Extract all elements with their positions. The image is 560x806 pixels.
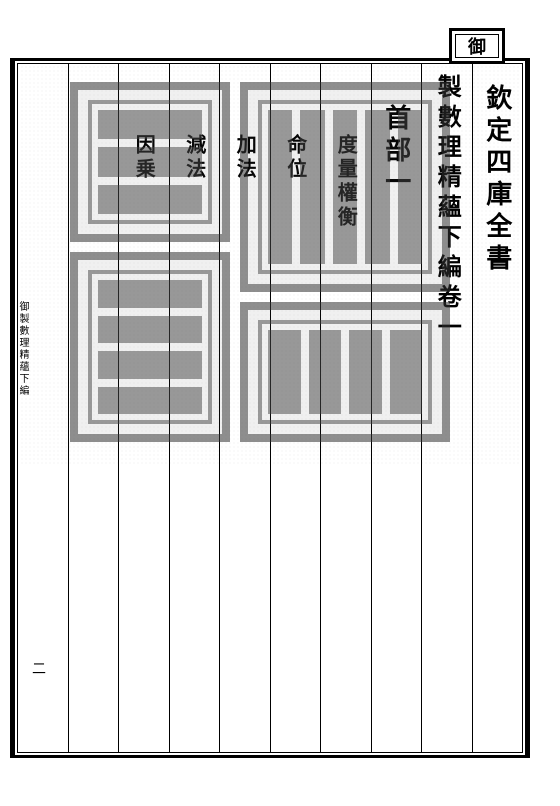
book-spine: 御製數理精蘊下編 二: [10, 58, 26, 758]
page-number: 二: [27, 661, 47, 675]
col-text: 加法: [230, 134, 259, 182]
col-6: 加法: [219, 64, 270, 752]
col-text: 首部一: [378, 104, 415, 200]
col-3: 首部一: [371, 64, 422, 752]
col-text: 命位: [281, 134, 310, 182]
text-columns: 欽定四庫全書 製數理精蘊下編卷一 首部一 度量權衡 命位 加法 減法 因乗: [18, 64, 522, 752]
col-text: 度量權衡: [331, 134, 360, 230]
page-frame: 欽定四庫全書 製數理精蘊下編卷一 首部一 度量權衡 命位 加法 減法 因乗: [12, 58, 530, 758]
col-text: 減法: [180, 134, 209, 182]
col-text: 欽定四庫全書: [479, 84, 516, 276]
spine-title: 御製數理精蘊下編: [15, 301, 30, 397]
inner-frame: 欽定四庫全書 製數理精蘊下編卷一 首部一 度量權衡 命位 加法 減法 因乗: [17, 63, 523, 753]
col-4: 度量權衡: [320, 64, 371, 752]
col-text: 因乗: [129, 134, 158, 182]
col-7: 減法: [169, 64, 220, 752]
col-9: [68, 64, 119, 752]
header-tab-char: 御: [455, 34, 499, 58]
col-8: 因乗: [118, 64, 169, 752]
col-5: 命位: [270, 64, 321, 752]
col-text: 製數理精蘊下編卷一: [429, 74, 464, 344]
header-tab: 御: [449, 28, 505, 64]
col-1: 欽定四庫全書: [472, 64, 523, 752]
col-2: 製數理精蘊下編卷一: [421, 64, 472, 752]
